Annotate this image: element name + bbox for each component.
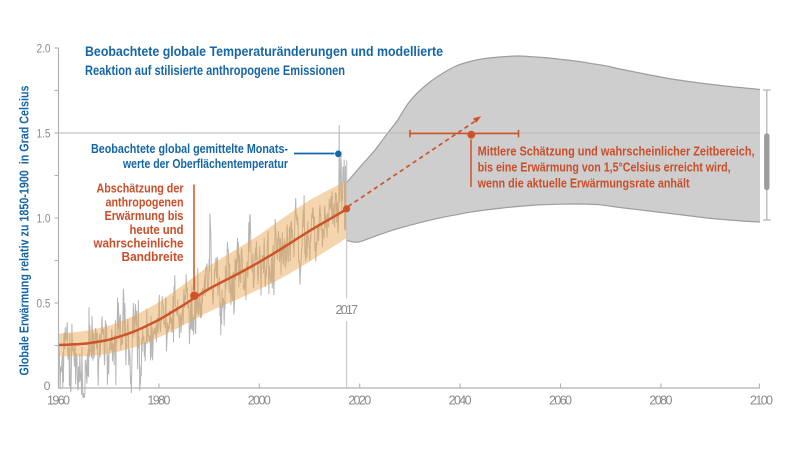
svg-text:Abschätzung der: Abschätzung der <box>97 181 184 196</box>
svg-text:0: 0 <box>44 379 51 393</box>
svg-text:2020: 2020 <box>348 394 371 408</box>
svg-text:Erwärmung bis: Erwärmung bis <box>105 208 184 223</box>
svg-text:heute und: heute und <box>130 222 184 237</box>
svg-text:2000: 2000 <box>248 394 271 408</box>
svg-text:1.5: 1.5 <box>37 126 51 140</box>
svg-text:anthropogenen: anthropogenen <box>106 194 184 209</box>
svg-text:Globale Erwärmung relativ zu 1: Globale Erwärmung relativ zu 1850-1900 i… <box>17 86 32 376</box>
svg-text:bis eine Erwärmung von 1,5°Cel: bis eine Erwärmung von 1,5°Celsius errei… <box>478 159 731 174</box>
svg-text:1.0: 1.0 <box>37 211 51 225</box>
svg-text:2040: 2040 <box>449 394 472 408</box>
svg-text:wenn die aktuelle Erwärmungsra: wenn die aktuelle Erwärmungsrate anhält <box>477 175 690 190</box>
svg-text:Mittlere Schätzung und wahrsch: Mittlere Schätzung und wahrscheinlicher … <box>478 144 755 159</box>
svg-text:Reaktion auf stilisierte anthr: Reaktion auf stilisierte anthropogene Em… <box>85 62 345 78</box>
svg-text:Beobachtete global gemittelte: Beobachtete global gemittelte Monats- <box>91 141 288 156</box>
svg-text:2017: 2017 <box>336 303 359 317</box>
svg-text:0.5: 0.5 <box>37 296 51 310</box>
svg-text:2060: 2060 <box>549 394 572 408</box>
svg-text:Beobachtete globale Temperatur: Beobachtete globale Temperaturänderungen… <box>85 43 443 59</box>
svg-text:wahrscheinliche: wahrscheinliche <box>93 236 184 251</box>
svg-text:2.0: 2.0 <box>37 41 51 55</box>
svg-text:2100: 2100 <box>750 394 773 408</box>
svg-text:1960: 1960 <box>47 394 70 408</box>
svg-text:werte der Oberflächentemperatu: werte der Oberflächentemperatur <box>122 156 288 171</box>
svg-text:1980: 1980 <box>147 394 170 408</box>
svg-text:2080: 2080 <box>649 394 672 408</box>
svg-text:Bandbreite: Bandbreite <box>122 249 184 264</box>
